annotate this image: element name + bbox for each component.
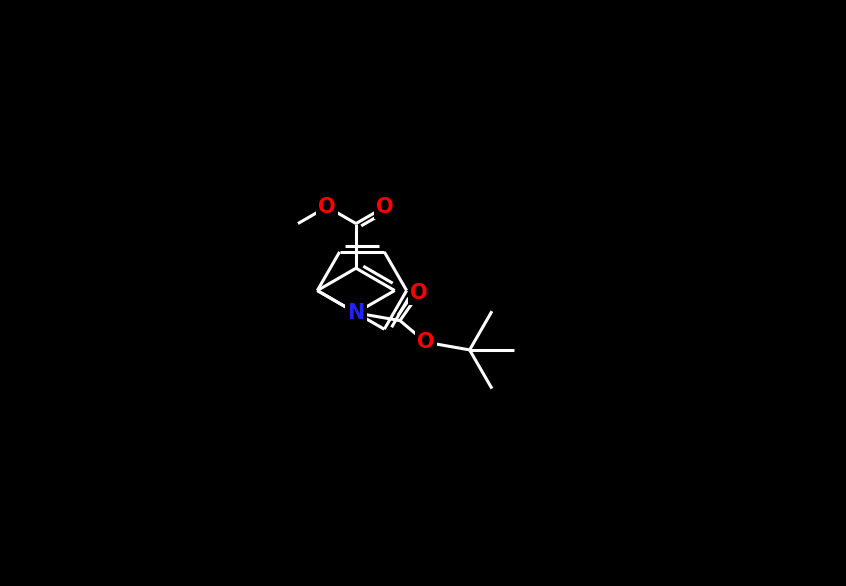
Text: O: O <box>417 332 435 352</box>
Text: O: O <box>376 197 393 217</box>
Text: O: O <box>318 197 336 217</box>
Text: N: N <box>348 303 365 323</box>
Text: O: O <box>410 283 428 303</box>
